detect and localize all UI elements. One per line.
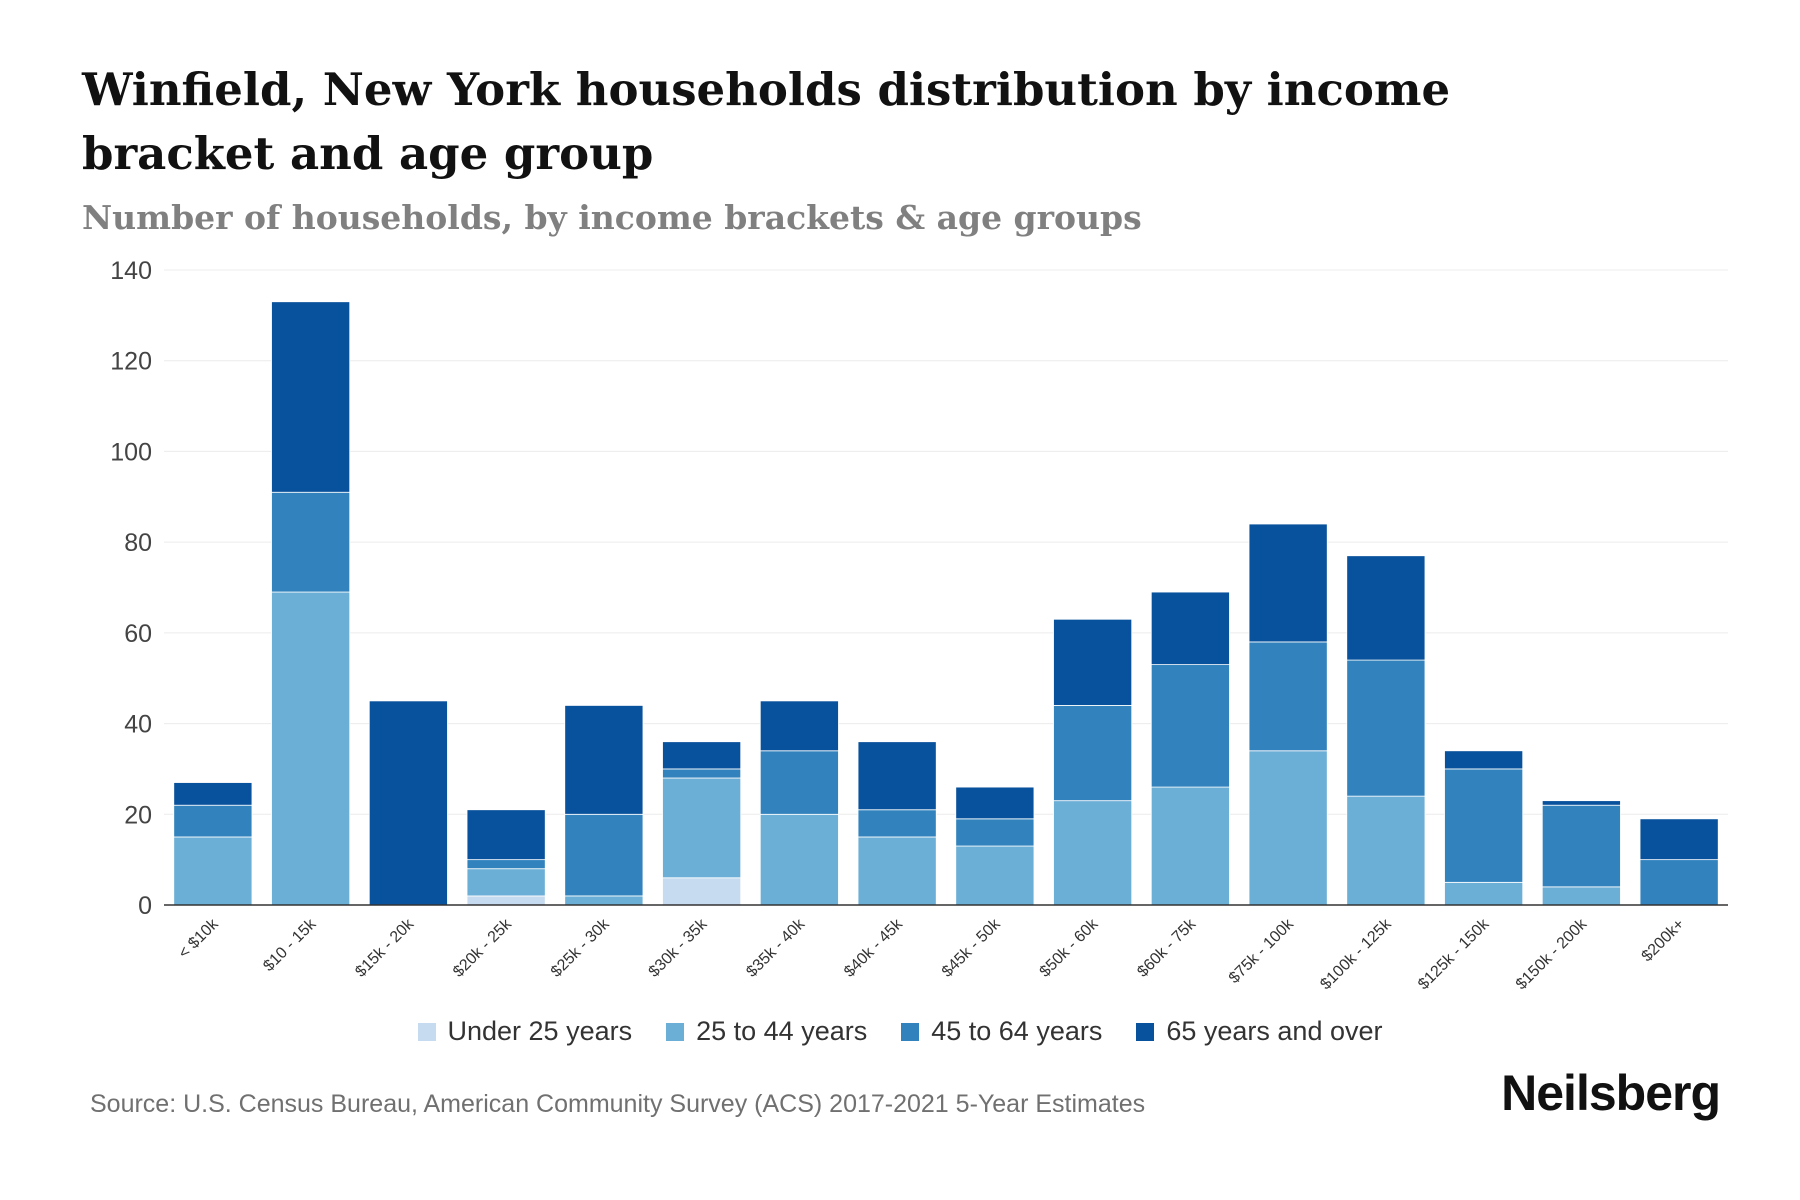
bar-segment[interactable] — [857, 836, 937, 906]
bar-segment[interactable] — [662, 741, 742, 770]
bars — [173, 301, 1719, 906]
y-tick-label: 140 — [110, 257, 152, 285]
chart-subtitle: Number of households, by income brackets… — [82, 198, 1142, 237]
bar-segment[interactable] — [1639, 859, 1719, 906]
bar-segment[interactable] — [955, 818, 1035, 847]
bar-segment[interactable] — [1346, 555, 1426, 661]
bar-segment[interactable] — [1053, 800, 1133, 906]
x-tick-label: $75k - 100k — [1226, 915, 1298, 987]
bar-segment[interactable] — [1541, 886, 1621, 906]
stacked-bar-chart: 0 20 40 60 80 100 120 140 < $10k $10 - 15k $15k -… — [110, 257, 1728, 993]
bar-segment[interactable] — [1053, 705, 1133, 802]
bar-segment[interactable] — [173, 804, 253, 838]
x-tick-label: $100k - 125k — [1317, 915, 1395, 993]
bar-segment[interactable] — [564, 895, 644, 906]
bar-segment[interactable] — [173, 782, 253, 806]
legend-item-under-25[interactable]: Under 25 years — [417, 1016, 633, 1047]
y-axis-ticks: 0 20 40 60 80 100 120 140 — [110, 257, 152, 920]
bar-segment[interactable] — [1541, 804, 1621, 888]
bar-segment[interactable] — [662, 768, 742, 779]
bar-segment[interactable] — [1541, 800, 1621, 806]
y-tick-label: 120 — [110, 348, 152, 376]
bar-segment[interactable] — [466, 868, 546, 897]
x-tick-label: $10 - 15k — [260, 915, 320, 975]
legend-swatch-icon — [901, 1022, 920, 1041]
bar-segment[interactable] — [564, 705, 644, 815]
x-tick-label: $25k - 30k — [548, 915, 614, 981]
legend-label: 45 to 64 years — [931, 1016, 1103, 1046]
bar-segment[interactable] — [1639, 818, 1719, 861]
bar-segment[interactable] — [857, 809, 937, 838]
bar-segment[interactable] — [955, 845, 1035, 906]
bar-segment[interactable] — [955, 786, 1035, 820]
bar-segment[interactable] — [466, 895, 546, 906]
legend-swatch-icon — [417, 1022, 436, 1041]
bar-segment[interactable] — [759, 700, 839, 752]
x-tick-label: $15k - 20k — [352, 915, 418, 981]
legend: Under 25 years 25 to 44 years 45 to 64 y… — [0, 1016, 1800, 1047]
x-tick-label: $30k - 35k — [646, 915, 712, 981]
x-tick-label: $50k - 60k — [1037, 915, 1103, 981]
y-tick-label: 80 — [124, 529, 152, 557]
x-tick-label: $150k - 200k — [1513, 915, 1591, 993]
x-tick-label: $20k - 25k — [450, 915, 516, 981]
x-tick-label: $125k - 150k — [1415, 915, 1493, 993]
x-tick-label: $45k - 50k — [939, 915, 1005, 981]
brand-logo[interactable]: Neilsberg — [1501, 1065, 1721, 1121]
x-tick-label: $40k - 45k — [841, 915, 907, 981]
x-tick-label: $60k - 75k — [1134, 915, 1200, 981]
y-tick-label: 20 — [124, 801, 152, 829]
x-tick-label: $35k - 40k — [743, 915, 809, 981]
legend-swatch-icon — [1136, 1022, 1155, 1041]
bar-segment[interactable] — [662, 877, 742, 906]
legend-label: 25 to 44 years — [696, 1016, 868, 1046]
bar-segment[interactable] — [466, 859, 546, 870]
bar-segment[interactable] — [1053, 618, 1133, 706]
legend-label: 65 years and over — [1166, 1016, 1383, 1046]
y-tick-label: 40 — [124, 711, 152, 739]
bar-segment[interactable] — [1150, 664, 1230, 788]
legend-item-65-over[interactable]: 65 years and over — [1136, 1016, 1383, 1047]
bar-segment[interactable] — [759, 813, 839, 906]
bar-segment[interactable] — [857, 741, 937, 811]
bar-segment[interactable] — [1150, 786, 1230, 906]
bar-segment[interactable] — [1444, 768, 1524, 883]
bar-segment[interactable] — [271, 301, 351, 493]
source-note: Source: U.S. Census Bureau, American Com… — [90, 1090, 1146, 1118]
legend-item-25-44[interactable]: 25 to 44 years — [666, 1016, 867, 1047]
bar-segment[interactable] — [1346, 659, 1426, 797]
bar-segment[interactable] — [1248, 523, 1328, 643]
bar-segment[interactable] — [368, 700, 448, 906]
x-tick-label: $200k+ — [1639, 916, 1688, 965]
bar-segment[interactable] — [1248, 641, 1328, 752]
bar-segment[interactable] — [466, 809, 546, 861]
legend-swatch-icon — [666, 1022, 685, 1041]
x-axis-ticks: < $10k $10 - 15k $15k - 20k $20k - 25k $25k … — [175, 915, 1688, 993]
legend-label: Under 25 years — [447, 1016, 633, 1046]
bar-segment[interactable] — [759, 750, 839, 815]
y-tick-label: 60 — [124, 620, 152, 648]
bar-segment[interactable] — [1150, 591, 1230, 666]
bar-segment[interactable] — [564, 813, 644, 897]
bar-segment[interactable] — [271, 491, 351, 593]
bar-segment[interactable] — [173, 836, 253, 906]
y-tick-label: 0 — [138, 892, 152, 920]
bar-segment[interactable] — [1248, 750, 1328, 906]
bar-segment[interactable] — [1444, 881, 1524, 906]
bar-segment[interactable] — [271, 591, 351, 906]
chart-title: Winfield, New York households distributi… — [82, 63, 1451, 180]
y-tick-label: 100 — [110, 438, 152, 466]
bar-segment[interactable] — [1444, 750, 1524, 770]
bar-segment[interactable] — [1346, 795, 1426, 906]
legend-item-45-64[interactable]: 45 to 64 years — [901, 1016, 1102, 1047]
x-tick-label: < $10k — [175, 915, 222, 962]
bar-segment[interactable] — [662, 777, 742, 879]
